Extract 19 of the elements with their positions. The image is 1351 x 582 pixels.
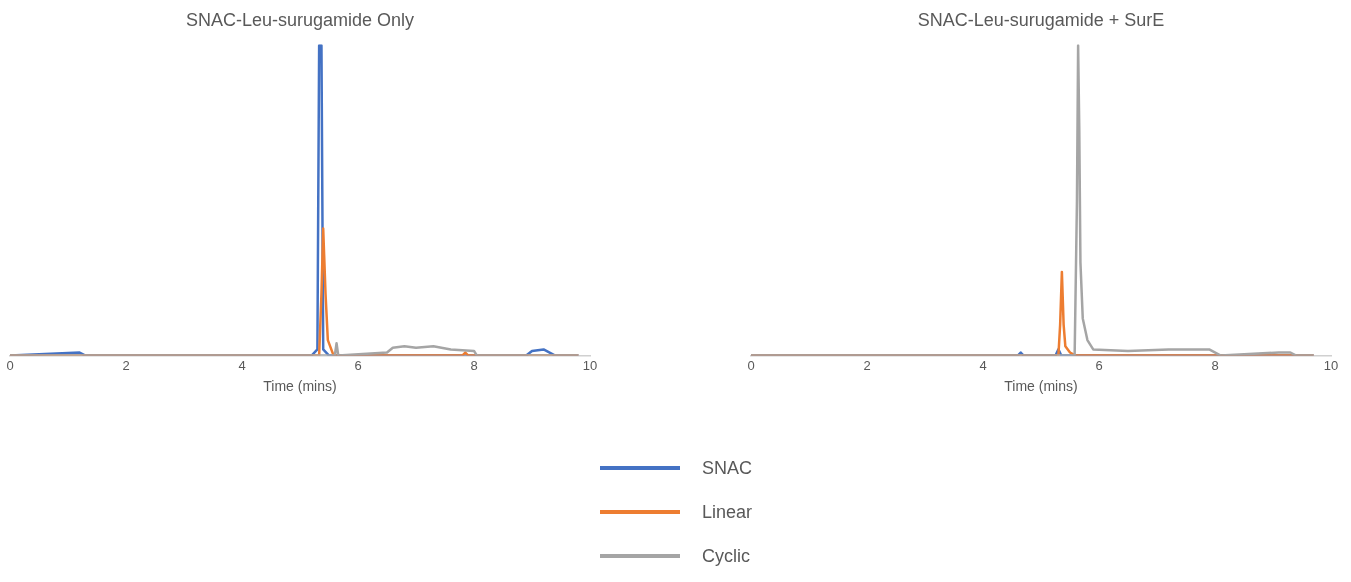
chart-title: SNAC-Leu-surugamide Only — [185, 9, 415, 30]
x-tick-label: 10 — [582, 357, 598, 373]
x-tick-label: 0 — [747, 357, 755, 373]
chart-title: SNAC-Leu-surugamide + SurE — [917, 9, 1165, 30]
x-tick-label: 0 — [6, 357, 14, 373]
legend-label: Linear — [702, 501, 753, 523]
x-tick-label: 2 — [122, 357, 130, 373]
x-tick-label: 8 — [470, 357, 478, 373]
legend-label: Cyclic — [702, 545, 750, 567]
x-tick-label: 2 — [863, 357, 871, 373]
x-tick-label: 6 — [1095, 357, 1103, 373]
x-tick-label: 8 — [1211, 357, 1219, 373]
x-tick-label: 6 — [354, 357, 362, 373]
x-tick-label: 10 — [1323, 357, 1339, 373]
x-tick-label: 4 — [238, 357, 246, 373]
legend-label: SNAC — [702, 457, 753, 479]
x-axis-title: Time (mins) — [263, 378, 337, 395]
x-tick-label: 4 — [979, 357, 987, 373]
x-axis-title: Time (mins) — [1004, 378, 1078, 395]
